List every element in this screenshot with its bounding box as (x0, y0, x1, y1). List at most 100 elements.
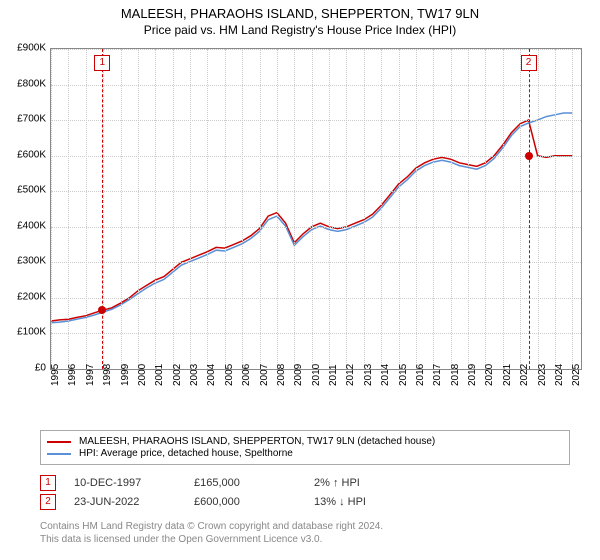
footer-line: This data is licensed under the Open Gov… (40, 533, 383, 546)
gridline-vertical (381, 49, 382, 369)
y-tick-label: £300K (17, 256, 46, 267)
x-tick-label: 2010 (311, 364, 322, 386)
x-tick-label: 2004 (206, 364, 217, 386)
gridline-vertical (155, 49, 156, 369)
gridline-vertical (451, 49, 452, 369)
x-tick-label: 2002 (172, 364, 183, 386)
footer: Contains HM Land Registry data © Crown c… (40, 520, 383, 546)
gridline-horizontal (51, 227, 581, 228)
legend-label: HPI: Average price, detached house, Spel… (79, 448, 293, 459)
event-marker-dot (525, 152, 533, 160)
gridline-horizontal (51, 85, 581, 86)
gridline-horizontal (51, 156, 581, 157)
gridline-horizontal (51, 191, 581, 192)
line-series-svg (51, 49, 581, 369)
x-tick-label: 2015 (398, 364, 409, 386)
gridline-vertical (572, 49, 573, 369)
event-line (529, 49, 530, 369)
chart-subtitle: Price paid vs. HM Land Registry's House … (0, 23, 600, 37)
legend: MALEESH, PHARAOHS ISLAND, SHEPPERTON, TW… (40, 430, 570, 465)
x-tick-label: 2021 (502, 364, 513, 386)
event-price: £600,000 (194, 496, 314, 508)
gridline-horizontal (51, 120, 581, 121)
legend-item: MALEESH, PHARAOHS ISLAND, SHEPPERTON, TW… (47, 436, 563, 447)
x-tick-label: 2017 (432, 364, 443, 386)
gridline-vertical (312, 49, 313, 369)
event-row: 1 10-DEC-1997 £165,000 2% ↑ HPI (40, 475, 434, 491)
gridline-vertical (68, 49, 69, 369)
gridline-horizontal (51, 298, 581, 299)
gridline-vertical (207, 49, 208, 369)
gridline-vertical (225, 49, 226, 369)
gridline-vertical (294, 49, 295, 369)
gridline-vertical (485, 49, 486, 369)
event-delta: 2% ↑ HPI (314, 477, 434, 489)
x-tick-label: 2008 (276, 364, 287, 386)
gridline-vertical (399, 49, 400, 369)
chart-title: MALEESH, PHARAOHS ISLAND, SHEPPERTON, TW… (0, 6, 600, 21)
gridline-vertical (190, 49, 191, 369)
event-table: 1 10-DEC-1997 £165,000 2% ↑ HPI 2 23-JUN… (40, 472, 434, 513)
gridline-vertical (416, 49, 417, 369)
event-marker-box: 2 (40, 494, 56, 510)
event-marker-dot (98, 306, 106, 314)
x-tick-label: 2014 (380, 364, 391, 386)
x-tick-label: 1996 (67, 364, 78, 386)
x-tick-label: 2006 (241, 364, 252, 386)
event-row: 2 23-JUN-2022 £600,000 13% ↓ HPI (40, 494, 434, 510)
y-tick-label: £800K (17, 78, 46, 89)
gridline-vertical (346, 49, 347, 369)
gridline-vertical (138, 49, 139, 369)
event-date: 23-JUN-2022 (74, 496, 194, 508)
x-tick-label: 1998 (102, 364, 113, 386)
legend-swatch (47, 453, 71, 455)
gridline-vertical (103, 49, 104, 369)
x-tick-label: 2001 (154, 364, 165, 386)
x-tick-label: 2020 (484, 364, 495, 386)
y-tick-label: £600K (17, 149, 46, 160)
chart-area: 12 £0£100K£200K£300K£400K£500K£600K£700K… (50, 48, 580, 388)
gridline-horizontal (51, 262, 581, 263)
x-tick-label: 2012 (345, 364, 356, 386)
event-date: 10-DEC-1997 (74, 477, 194, 489)
gridline-vertical (364, 49, 365, 369)
x-tick-label: 2016 (415, 364, 426, 386)
event-price: £165,000 (194, 477, 314, 489)
x-tick-label: 2005 (224, 364, 235, 386)
event-delta: 13% ↓ HPI (314, 496, 434, 508)
gridline-vertical (503, 49, 504, 369)
gridline-vertical (555, 49, 556, 369)
gridline-vertical (86, 49, 87, 369)
gridline-vertical (121, 49, 122, 369)
x-tick-label: 2018 (450, 364, 461, 386)
x-tick-label: 2023 (537, 364, 548, 386)
event-marker-box: 1 (94, 55, 110, 71)
gridline-vertical (260, 49, 261, 369)
gridline-vertical (538, 49, 539, 369)
x-tick-label: 2025 (571, 364, 582, 386)
x-tick-label: 2003 (189, 364, 200, 386)
gridline-vertical (173, 49, 174, 369)
x-tick-label: 1995 (50, 364, 61, 386)
x-tick-label: 2022 (519, 364, 530, 386)
x-tick-label: 2013 (363, 364, 374, 386)
x-tick-label: 2009 (293, 364, 304, 386)
event-marker-box: 1 (40, 475, 56, 491)
chart-container: MALEESH, PHARAOHS ISLAND, SHEPPERTON, TW… (0, 0, 600, 560)
legend-label: MALEESH, PHARAOHS ISLAND, SHEPPERTON, TW… (79, 436, 435, 447)
footer-line: Contains HM Land Registry data © Crown c… (40, 520, 383, 533)
y-tick-label: £100K (17, 327, 46, 338)
gridline-vertical (520, 49, 521, 369)
event-marker-box: 2 (521, 55, 537, 71)
legend-swatch (47, 441, 71, 443)
x-tick-label: 1999 (120, 364, 131, 386)
gridline-vertical (329, 49, 330, 369)
gridline-vertical (468, 49, 469, 369)
x-tick-label: 2000 (137, 364, 148, 386)
y-tick-label: £200K (17, 291, 46, 302)
x-tick-label: 2019 (467, 364, 478, 386)
x-tick-label: 2024 (554, 364, 565, 386)
x-tick-label: 2011 (328, 364, 339, 386)
x-tick-label: 1997 (85, 364, 96, 386)
x-tick-label: 2007 (259, 364, 270, 386)
